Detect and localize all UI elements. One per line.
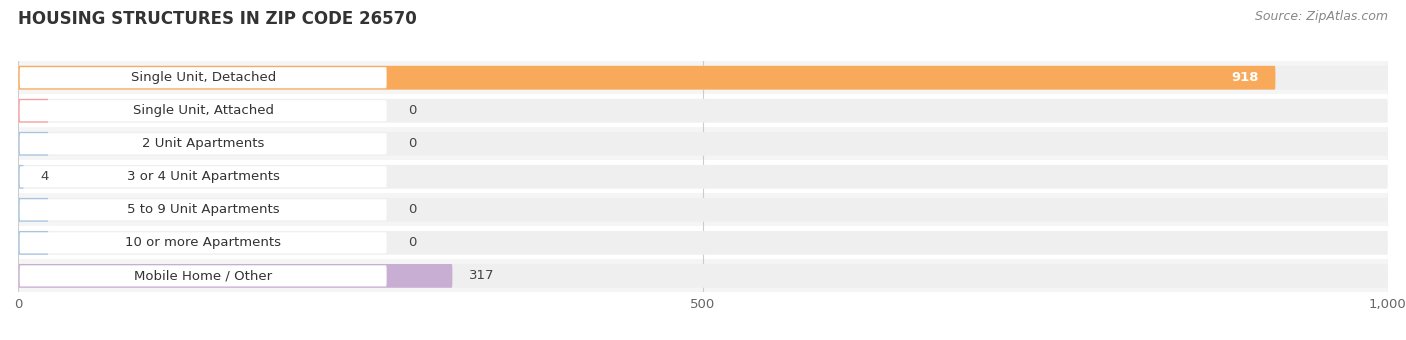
Text: 2 Unit Apartments: 2 Unit Apartments	[142, 137, 264, 150]
Text: 918: 918	[1232, 71, 1258, 84]
FancyBboxPatch shape	[20, 100, 387, 121]
Bar	[18, 259, 1388, 292]
FancyBboxPatch shape	[18, 165, 1388, 189]
Text: 0: 0	[409, 236, 418, 249]
FancyBboxPatch shape	[18, 66, 1388, 90]
FancyBboxPatch shape	[18, 198, 48, 222]
FancyBboxPatch shape	[20, 67, 387, 88]
Text: HOUSING STRUCTURES IN ZIP CODE 26570: HOUSING STRUCTURES IN ZIP CODE 26570	[18, 10, 418, 28]
Bar	[18, 127, 1388, 160]
FancyBboxPatch shape	[18, 99, 1388, 123]
FancyBboxPatch shape	[18, 231, 48, 255]
FancyBboxPatch shape	[20, 265, 387, 287]
FancyBboxPatch shape	[18, 66, 1275, 90]
Text: 4: 4	[41, 170, 49, 183]
Text: 317: 317	[468, 269, 495, 283]
FancyBboxPatch shape	[18, 165, 24, 189]
Bar	[18, 193, 1388, 226]
FancyBboxPatch shape	[18, 264, 1388, 288]
Text: 0: 0	[409, 203, 418, 216]
FancyBboxPatch shape	[20, 232, 387, 253]
Text: 0: 0	[409, 104, 418, 117]
Text: Single Unit, Detached: Single Unit, Detached	[131, 71, 276, 84]
FancyBboxPatch shape	[18, 231, 1388, 255]
Text: Mobile Home / Other: Mobile Home / Other	[134, 269, 273, 283]
Text: Single Unit, Attached: Single Unit, Attached	[132, 104, 274, 117]
FancyBboxPatch shape	[18, 99, 48, 123]
FancyBboxPatch shape	[18, 132, 1388, 156]
FancyBboxPatch shape	[18, 132, 48, 156]
Bar	[18, 61, 1388, 94]
Text: 5 to 9 Unit Apartments: 5 to 9 Unit Apartments	[127, 203, 280, 216]
FancyBboxPatch shape	[18, 198, 1388, 222]
Bar	[18, 160, 1388, 193]
FancyBboxPatch shape	[18, 264, 453, 288]
Bar	[18, 226, 1388, 259]
Text: 10 or more Apartments: 10 or more Apartments	[125, 236, 281, 249]
FancyBboxPatch shape	[20, 133, 387, 154]
FancyBboxPatch shape	[20, 199, 387, 220]
Bar	[18, 94, 1388, 127]
Text: Source: ZipAtlas.com: Source: ZipAtlas.com	[1254, 10, 1388, 23]
Text: 3 or 4 Unit Apartments: 3 or 4 Unit Apartments	[127, 170, 280, 183]
Text: 0: 0	[409, 137, 418, 150]
FancyBboxPatch shape	[20, 166, 387, 187]
